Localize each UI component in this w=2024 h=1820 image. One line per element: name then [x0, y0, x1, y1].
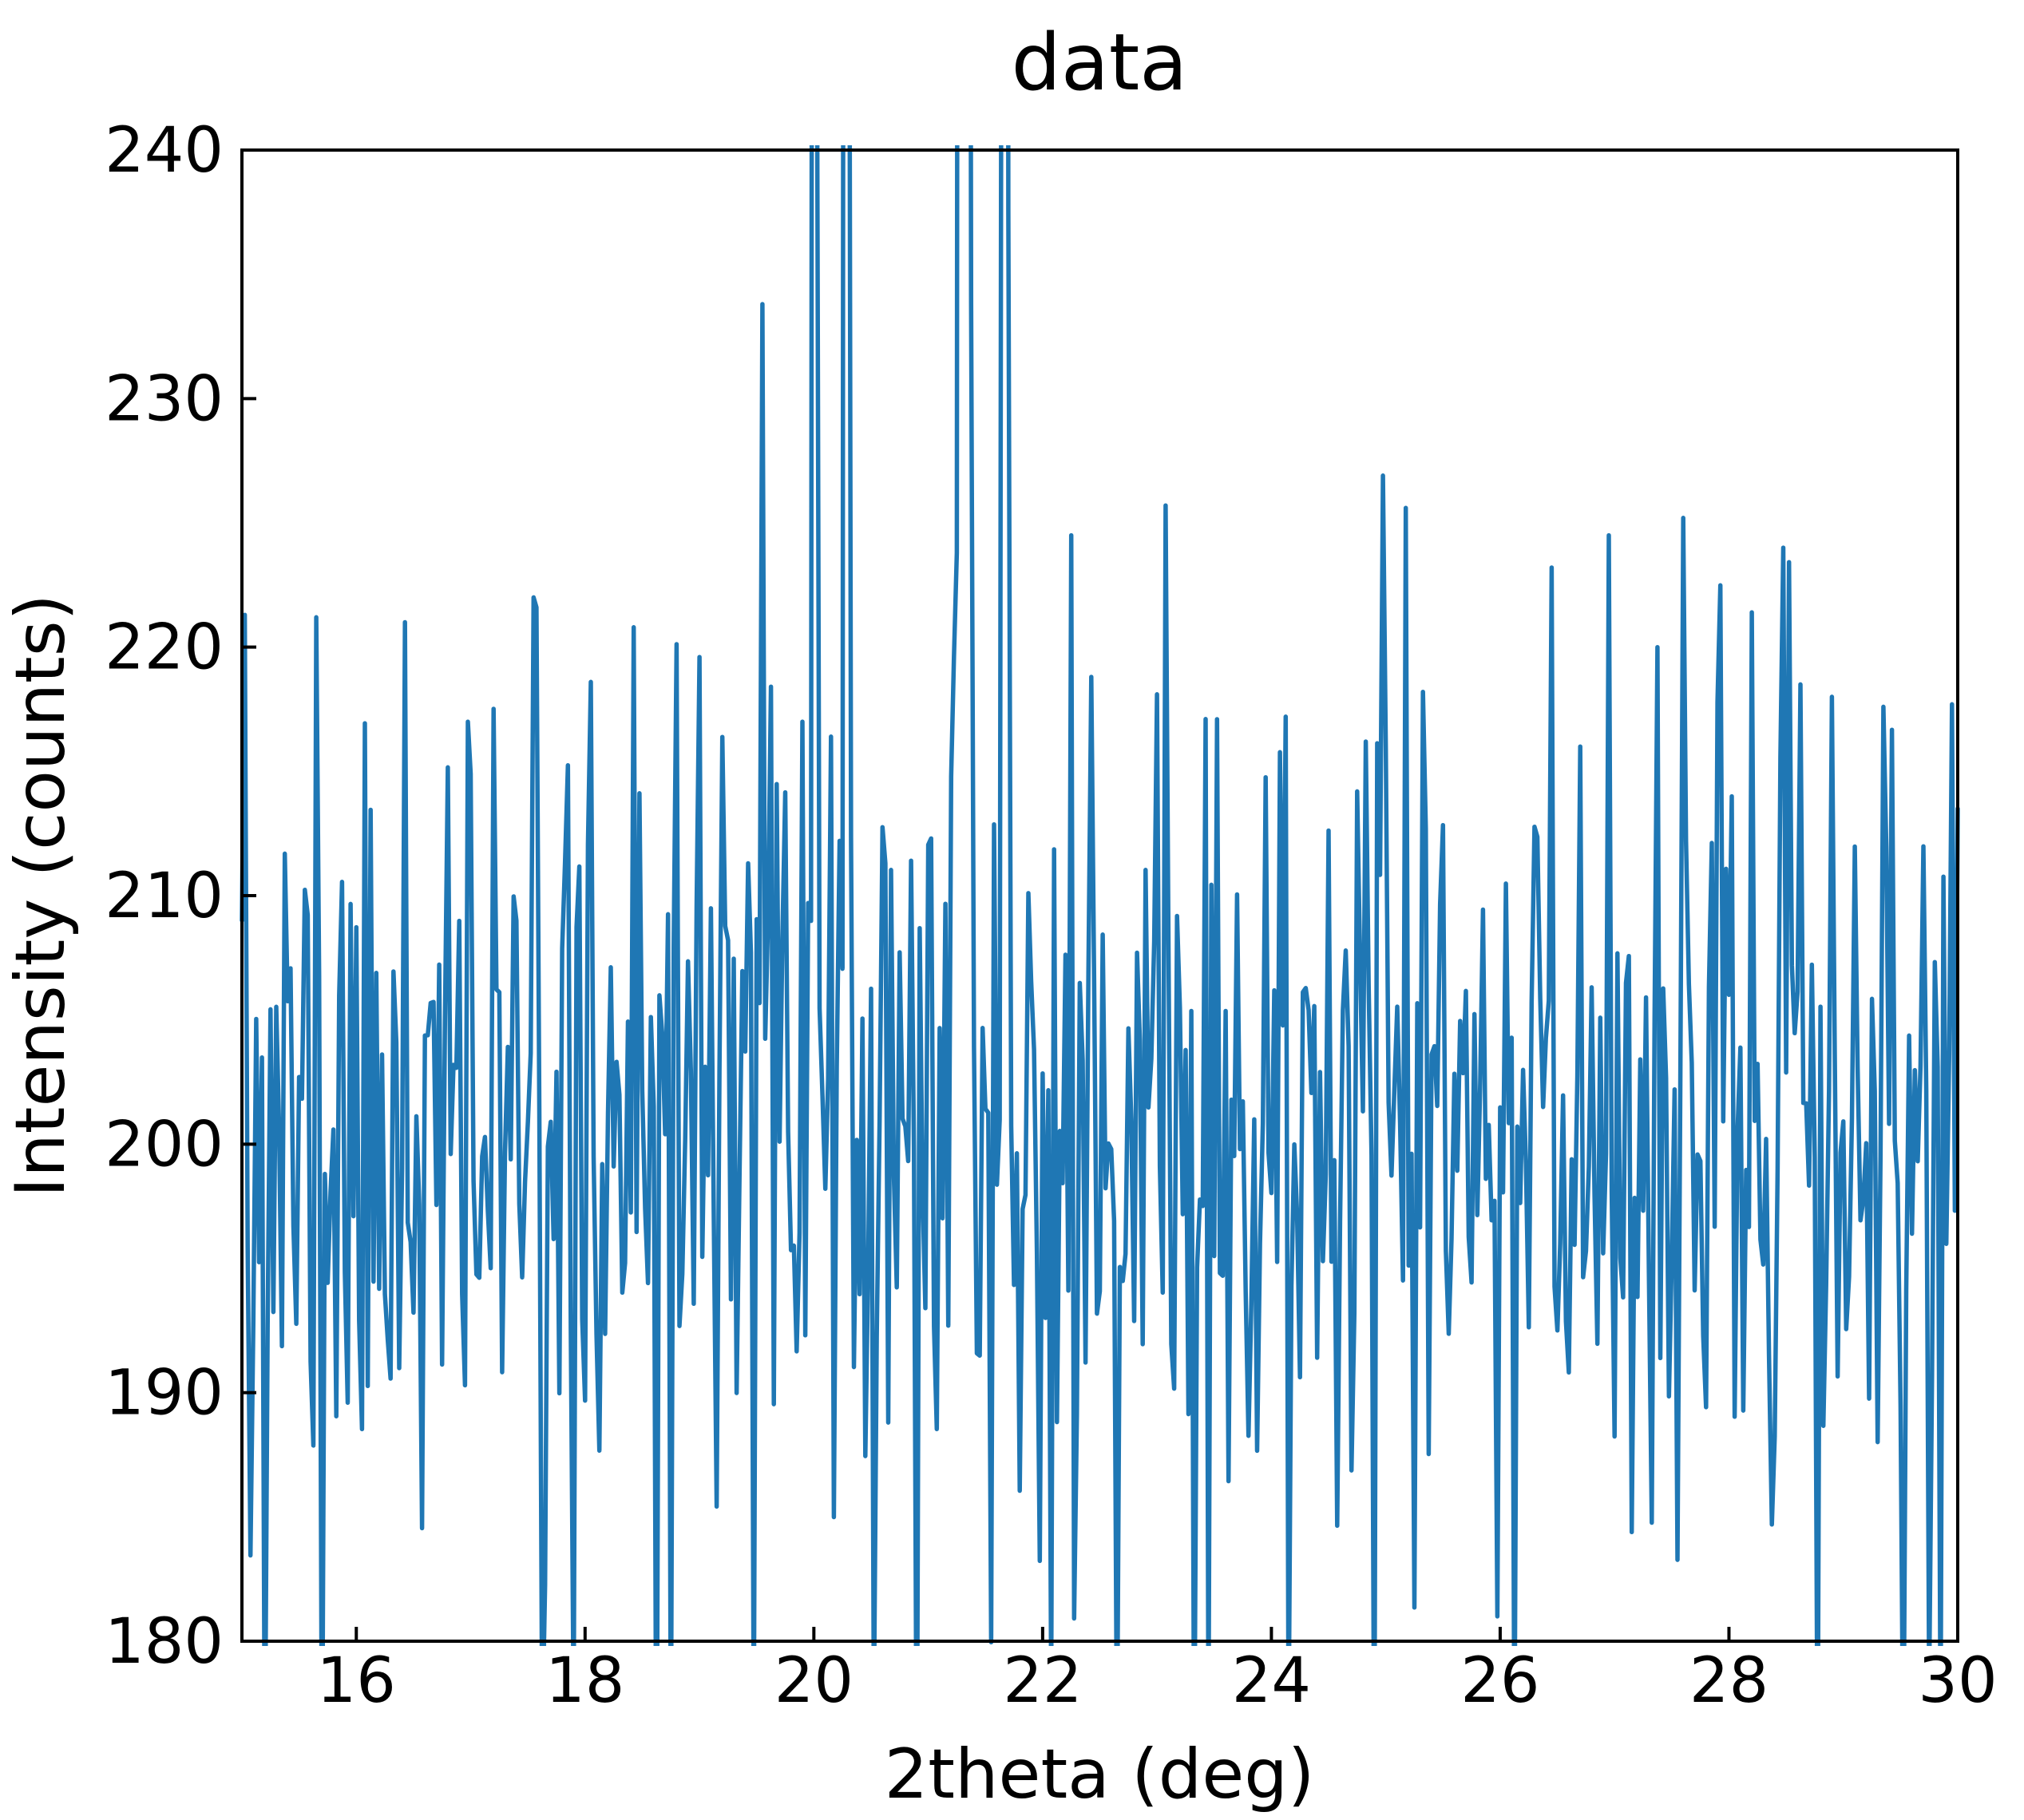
y-tick-label: 180: [105, 1606, 224, 1678]
y-axis-label: Intensity (counts): [1, 594, 81, 1197]
y-tick-label: 190: [105, 1358, 224, 1430]
x-tick-label: 30: [1918, 1645, 1997, 1717]
series-layer: [240, 145, 1960, 1646]
x-tick-label: 28: [1689, 1645, 1769, 1717]
data-line: [240, 145, 1960, 1646]
x-tick-label: 16: [317, 1645, 396, 1717]
y-tick-label: 200: [105, 1109, 224, 1181]
x-tick-label: 18: [545, 1645, 624, 1717]
x-axis-label: 2theta (deg): [885, 1735, 1315, 1814]
axes-layer: 16 18 20 22 24 26 28 30 180 190 200 210 220 230 240: [105, 115, 1998, 1717]
x-tick-label: 26: [1460, 1645, 1539, 1717]
y-tick-label: 240: [105, 115, 224, 187]
x-tick-label: 24: [1232, 1645, 1311, 1717]
y-tick-label: 220: [105, 612, 224, 684]
x-tick-label: 20: [774, 1645, 854, 1717]
plot-border: [240, 148, 1959, 1643]
x-tick-label: 22: [1003, 1645, 1082, 1717]
chart-title: data: [1012, 18, 1188, 109]
y-tick-label: 210: [105, 861, 224, 932]
y-tick-label: 230: [105, 363, 224, 435]
